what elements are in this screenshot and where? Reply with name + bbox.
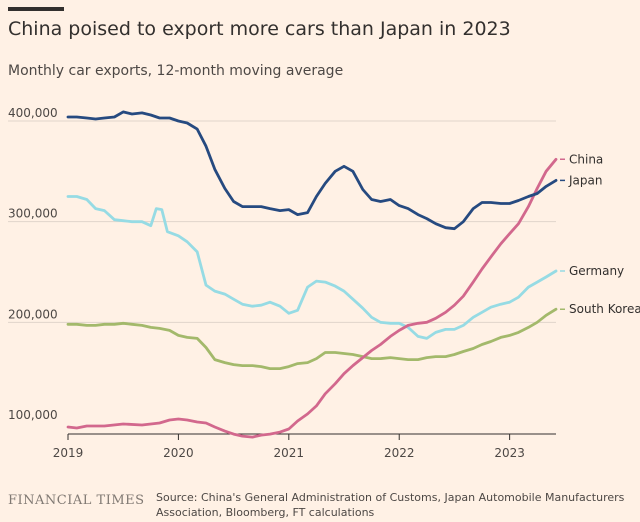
y-tick-label: 400,000 <box>8 106 58 120</box>
y-axis-tick-labels: 100,000 200,000 300,000 400,000 <box>8 106 58 422</box>
x-tick-label: 2020 <box>163 446 194 460</box>
series-label-south-korea: South Korea <box>569 302 640 316</box>
x-tick-label: 2023 <box>494 446 525 460</box>
series-label-japan: Japan <box>568 173 602 187</box>
series-label-germany: Germany <box>569 264 624 278</box>
gridlines <box>8 120 556 323</box>
series-label-china: China <box>569 152 603 166</box>
x-axis: 2019 2020 2021 2022 2023 <box>53 433 556 460</box>
ft-logo: FINANCIAL TIMES <box>8 493 145 508</box>
chart-title: China poised to export more cars than Ja… <box>8 18 511 40</box>
x-tick-label: 2019 <box>53 446 84 460</box>
x-tick-label: 2022 <box>384 446 415 460</box>
series-lines <box>66 110 558 439</box>
x-tick-label: 2021 <box>274 446 305 460</box>
y-tick-label: 100,000 <box>8 408 58 422</box>
source-note: Source: China's General Administration o… <box>156 491 625 519</box>
y-tick-label: 300,000 <box>8 207 58 221</box>
series-line-china <box>66 157 558 439</box>
series-line-japan <box>66 110 558 231</box>
series-line-germany <box>66 195 558 340</box>
series-labels: China Japan Germany South Korea <box>560 152 640 316</box>
ft-accent-bar <box>8 7 64 11</box>
line-chart: 100,000 200,000 300,000 400,000 2019 2020 202… <box>8 106 640 460</box>
series-line-south-korea <box>66 307 558 370</box>
chart-subtitle: Monthly car exports, 12-month moving ave… <box>8 63 344 79</box>
y-tick-label: 200,000 <box>8 307 58 321</box>
